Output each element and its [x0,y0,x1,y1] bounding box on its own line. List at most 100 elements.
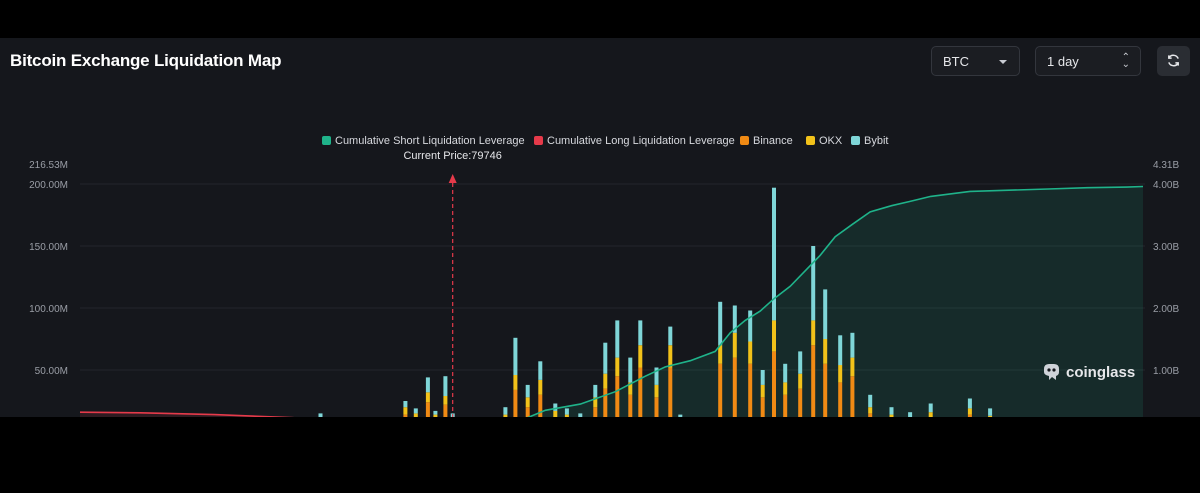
legend-label: Binance [753,135,793,147]
page-title: Bitcoin Exchange Liquidation Map [10,51,282,70]
bar-binance [732,357,737,417]
coinglass-logo: coinglass [1040,361,1135,383]
legend-swatch [322,136,331,145]
bar-bybit [928,403,933,413]
legend-swatch [806,136,815,145]
bar-okx [654,384,659,398]
bar-bybit [628,357,633,383]
y-right-tick-label: 2.00B [1153,304,1179,315]
legend-label: Cumulative Short Liquidation Leverage [335,135,525,147]
bar-binance [838,382,843,417]
bar-bybit [403,401,408,408]
bar-bybit [823,289,828,339]
bar-okx [783,382,788,395]
bar-binance [823,363,828,417]
bar-okx [868,407,873,414]
cumulative-short-line [527,185,1144,417]
bar-okx [798,373,803,389]
bar-okx [668,345,673,368]
bar-okx [988,415,993,417]
liquidation-chart: Cumulative Short Liquidation Leverage Cum… [29,135,1179,417]
bar-bybit [967,398,972,409]
bar-binance [748,363,753,417]
bar-bybit [868,394,873,408]
bar-bybit [772,187,776,321]
coinglass-logo-icon [1044,364,1059,380]
bar-okx [503,414,508,417]
bar-bybit [654,367,659,385]
legend-swatch [851,136,860,145]
bar-okx [760,384,765,398]
bar-binance [443,404,448,417]
bar-bybit [553,403,558,411]
bar-bybit [908,412,913,417]
bar-bybit [513,337,518,375]
bar-binance [772,351,776,417]
bar-binance [850,376,855,417]
bar-okx [603,373,608,389]
bar-bybit [889,407,894,415]
current-price-label: Current Price:79746 [403,150,501,162]
chevron-down-icon [999,60,1007,64]
bar-bybit [668,326,673,346]
bar-okx [850,357,855,377]
bar-bybit [798,351,803,374]
bar-binance [628,394,633,417]
bar-okx [443,396,448,405]
bar-binance [603,388,608,417]
bar-bybit [578,413,583,417]
bar-bybit [850,332,855,358]
bar-bybit [564,408,569,415]
bar-okx [593,397,598,408]
bar-okx [823,339,828,364]
bar-okx [928,412,933,417]
bar-bybit [318,413,323,417]
bar-okx [538,379,543,395]
bar-okx [748,341,753,364]
y-left-tick-label: 50.00M [35,366,68,377]
bar-okx [553,410,558,417]
up-down-icon: ⌃ ⌄ [1121,52,1130,70]
refresh-button[interactable] [1157,46,1190,76]
y-right-tick-label: 1.00B [1153,366,1179,377]
bar-bybit [838,335,843,366]
bar-bybit [615,320,620,358]
legend-label: Bybit [864,135,888,147]
bar-okx [564,414,569,417]
y-left-tick-label: 200.00M [29,180,68,191]
bar-bybit [433,410,438,415]
bar-okx [615,357,620,377]
bar-bybit [603,342,608,374]
timeframe-select[interactable]: 1 day ⌃ ⌄ [1035,46,1141,76]
bar-binance [967,414,972,417]
bar-bybit [678,414,683,417]
bar-binance [615,376,620,417]
bar-okx [718,345,723,364]
bar-bybit [760,370,765,385]
y-right-tick-label: 3.00B [1153,242,1179,253]
bar-binance [760,397,765,417]
bar-okx [889,414,894,417]
y-left-tick-label: 216.53M [29,160,68,171]
y-left-tick-label: 100.00M [29,304,68,315]
symbol-select[interactable]: BTC [931,46,1020,76]
bar-okx [838,365,843,383]
bar-binance [593,407,598,417]
legend-swatch [534,136,543,145]
timeframe-select-value: 1 day [1047,54,1079,69]
bar-binance [868,413,873,417]
cumulative-long-line [79,411,295,417]
y-left-tick-label: 150.00M [29,242,68,253]
bar-binance [654,397,659,417]
bar-okx [403,407,408,415]
bar-bybit [593,384,598,398]
legend-label: Cumulative Long Liquidation Leverage [547,135,735,147]
bar-bybit [525,384,530,398]
bar-bybit [425,377,430,393]
bar-okx [425,392,430,403]
bar-binance [668,367,673,417]
bar-okx [525,397,530,408]
bar-okx [967,408,972,415]
bar-binance [783,394,788,417]
symbol-select-value: BTC [943,54,969,69]
